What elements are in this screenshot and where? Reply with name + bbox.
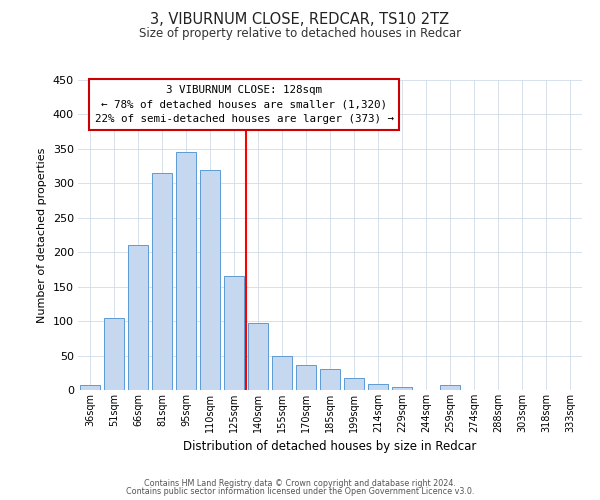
Bar (176, 152, 196, 390)
Bar (104, 318, 124, 390)
Bar (248, 323, 268, 390)
Text: 3 VIBURNUM CLOSE: 128sqm
← 78% of detached houses are smaller (1,320)
22% of sem: 3 VIBURNUM CLOSE: 128sqm ← 78% of detach… (95, 84, 394, 124)
Bar (296, 364, 316, 390)
Text: 3, VIBURNUM CLOSE, REDCAR, TS10 2TZ: 3, VIBURNUM CLOSE, REDCAR, TS10 2TZ (151, 12, 449, 28)
Bar (200, 170, 220, 390)
Bar (80, 385, 100, 390)
Bar (368, 384, 388, 390)
Text: Size of property relative to detached houses in Redcar: Size of property relative to detached ho… (139, 28, 461, 40)
Y-axis label: Number of detached properties: Number of detached properties (37, 148, 47, 322)
Bar (344, 378, 364, 390)
Bar (152, 173, 172, 390)
Bar (440, 385, 460, 390)
Bar (392, 386, 412, 390)
Bar (224, 276, 244, 390)
X-axis label: Distribution of detached houses by size in Redcar: Distribution of detached houses by size … (184, 440, 476, 454)
Text: Contains HM Land Registry data © Crown copyright and database right 2024.: Contains HM Land Registry data © Crown c… (144, 478, 456, 488)
Text: Contains public sector information licensed under the Open Government Licence v3: Contains public sector information licen… (126, 487, 474, 496)
Bar (320, 370, 340, 390)
Bar (128, 246, 148, 390)
Bar (272, 356, 292, 390)
